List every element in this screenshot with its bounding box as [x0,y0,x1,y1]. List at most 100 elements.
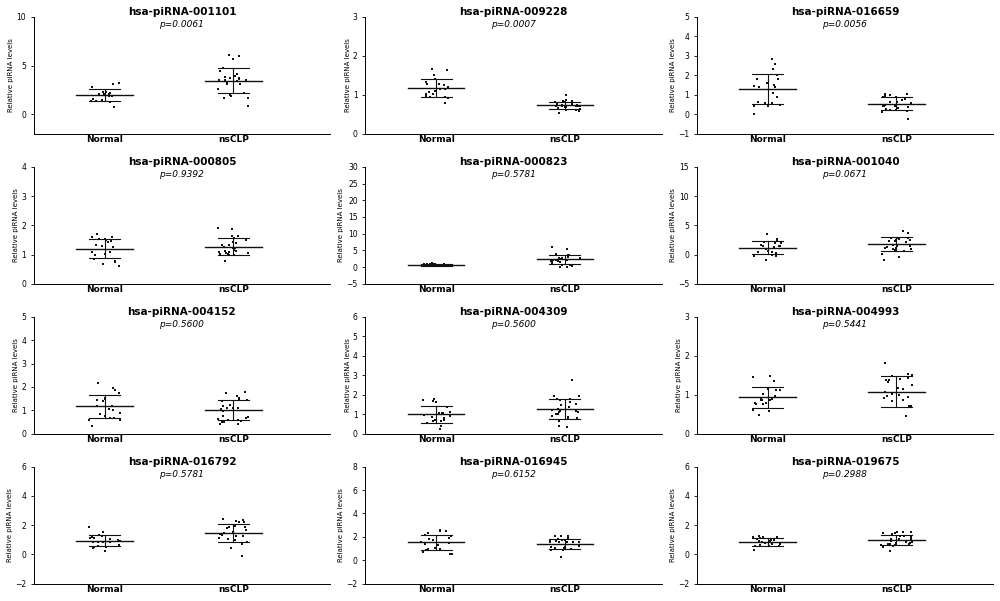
Point [557,97,573,106]
Point [888,243,904,252]
Point [542,537,558,546]
Point [438,526,454,535]
Point [762,371,778,380]
Point [427,86,443,96]
Point [225,403,241,413]
Point [746,101,762,111]
Point [98,236,114,245]
Point [903,245,919,254]
Point [444,549,460,558]
Point [754,395,770,404]
Point [107,257,123,267]
Point [104,91,120,101]
Point [747,542,763,551]
Point [751,531,767,541]
Point [84,248,100,257]
Point [759,230,775,239]
Point [231,394,247,403]
Point [107,256,123,266]
Point [880,540,896,549]
Point [559,245,575,254]
Point [902,538,918,548]
Point [758,398,774,407]
Point [876,393,892,403]
Point [215,401,231,410]
Point [102,88,118,98]
Point [549,394,565,403]
Point [875,101,891,111]
Point [745,532,761,542]
Point [225,243,241,253]
Title: hsa-piRNA-016945: hsa-piRNA-016945 [459,457,568,466]
Point [237,522,253,531]
Point [89,401,105,411]
Point [751,537,767,546]
Point [565,537,581,547]
Point [764,394,780,404]
Point [419,419,435,429]
Point [892,531,908,541]
Point [211,247,227,257]
Point [416,259,432,269]
Point [903,527,919,537]
Point [239,538,255,548]
Point [572,253,588,263]
Y-axis label: Relative piRNA levels: Relative piRNA levels [7,488,13,562]
Point [111,540,127,550]
Point [419,260,435,269]
Point [222,400,238,409]
Point [562,260,578,270]
Point [88,240,104,250]
Point [770,74,786,84]
Point [882,538,898,548]
Point [102,88,118,98]
Point [552,395,568,404]
Point [220,249,236,259]
Point [431,409,447,418]
Point [440,82,456,92]
Point [769,70,785,79]
Point [238,413,254,423]
Point [219,523,235,532]
Point [571,106,587,115]
Point [753,395,769,405]
Point [415,261,431,270]
Point [875,528,891,538]
Point [240,248,256,258]
Text: p=0.2988: p=0.2988 [823,470,867,479]
Point [763,535,779,545]
Point [877,243,893,253]
Point [572,104,588,114]
Point [218,388,234,398]
Point [746,251,762,261]
Point [426,260,442,269]
Point [889,234,905,243]
Point [214,531,230,540]
Point [417,540,433,549]
Point [762,535,778,545]
Point [769,236,785,245]
Point [885,541,901,551]
Point [766,242,782,252]
Point [226,234,242,243]
Point [875,542,891,551]
Point [884,396,900,406]
Point [225,527,241,537]
Point [543,542,559,552]
Point [210,84,226,94]
Point [761,406,777,415]
Point [750,247,766,257]
Point [107,385,123,395]
Point [882,546,898,555]
Point [416,261,432,270]
Point [112,407,128,417]
Point [228,238,244,248]
Point [419,79,435,89]
Point [564,376,580,385]
Point [420,528,436,538]
Point [901,401,917,410]
Point [542,535,558,545]
Point [749,534,765,543]
Point [555,545,571,555]
Point [101,90,117,99]
